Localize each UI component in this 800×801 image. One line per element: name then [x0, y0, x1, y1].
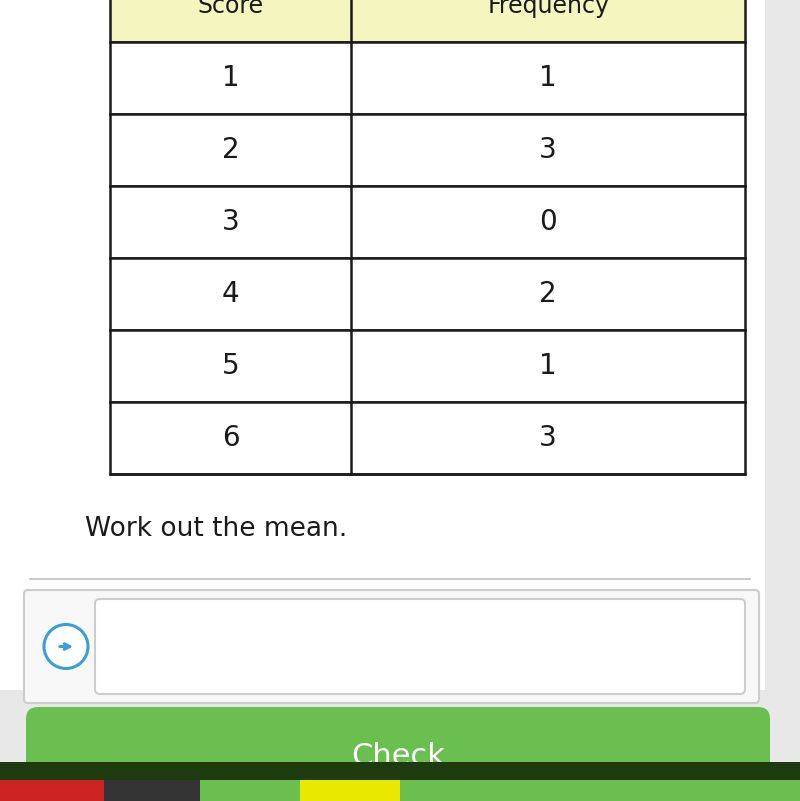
Bar [104, 780, 200, 801]
Text: 5: 5 [222, 352, 239, 380]
FancyBboxPatch shape [24, 590, 759, 703]
Text: 6: 6 [222, 424, 239, 452]
Text: Check: Check [351, 742, 445, 771]
FancyBboxPatch shape [26, 707, 770, 801]
Bar [110, 0, 745, 42]
Text: 1: 1 [222, 64, 239, 92]
Text: Score: Score [198, 0, 264, 18]
Bar [110, 186, 745, 258]
Bar [110, 114, 745, 186]
Bar [0, 780, 104, 801]
Text: 3: 3 [539, 136, 557, 164]
Bar [110, 258, 745, 330]
Bar [400, 780, 800, 801]
Bar [0, 762, 800, 780]
Text: 1: 1 [539, 352, 557, 380]
Bar [110, 330, 745, 402]
Bar [110, 402, 745, 474]
Text: 2: 2 [222, 136, 239, 164]
Bar [110, 42, 745, 114]
Bar [765, 0, 800, 801]
FancyBboxPatch shape [95, 599, 745, 694]
Text: 0: 0 [539, 208, 557, 236]
Bar [300, 780, 400, 801]
Text: Frequency: Frequency [487, 0, 609, 18]
Text: Work out the mean.: Work out the mean. [85, 516, 347, 542]
Text: 2: 2 [539, 280, 557, 308]
Text: 3: 3 [222, 208, 239, 236]
Text: 1: 1 [539, 64, 557, 92]
Circle shape [44, 625, 88, 669]
Text: 3: 3 [539, 424, 557, 452]
Text: 4: 4 [222, 280, 239, 308]
Bar [200, 780, 300, 801]
Bar [0, 0, 765, 690]
